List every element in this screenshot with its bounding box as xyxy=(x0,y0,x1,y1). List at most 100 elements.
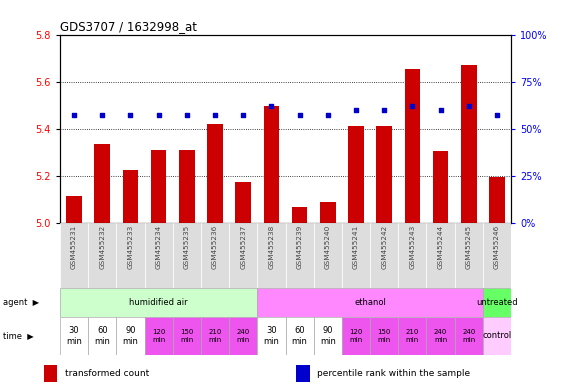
Text: ethanol: ethanol xyxy=(354,298,386,307)
Text: GSM455246: GSM455246 xyxy=(494,225,500,269)
Bar xyxy=(286,223,313,288)
Text: untreated: untreated xyxy=(476,298,518,307)
Bar xyxy=(405,69,420,223)
Text: percentile rank within the sample: percentile rank within the sample xyxy=(317,369,471,378)
Text: 240
min: 240 min xyxy=(236,329,250,343)
Text: time  ▶: time ▶ xyxy=(3,331,34,341)
Bar xyxy=(320,202,336,223)
Bar xyxy=(296,365,309,382)
Text: 210
min: 210 min xyxy=(405,329,419,343)
Text: 90
min: 90 min xyxy=(320,326,336,346)
Bar xyxy=(461,65,477,223)
Text: 150
min: 150 min xyxy=(180,329,194,343)
Bar xyxy=(258,288,483,317)
Bar xyxy=(144,223,173,288)
Text: GSM455242: GSM455242 xyxy=(381,225,387,269)
Text: GSM455237: GSM455237 xyxy=(240,225,246,269)
Bar xyxy=(151,150,166,223)
Text: 30
min: 30 min xyxy=(263,326,279,346)
Point xyxy=(295,113,304,119)
Text: 60
min: 60 min xyxy=(292,326,308,346)
Text: 60
min: 60 min xyxy=(94,326,110,346)
Text: GSM455234: GSM455234 xyxy=(156,225,162,269)
Bar xyxy=(370,223,399,288)
Text: GDS3707 / 1632998_at: GDS3707 / 1632998_at xyxy=(60,20,197,33)
Bar xyxy=(433,151,448,223)
Bar xyxy=(116,317,144,355)
Bar xyxy=(286,317,313,355)
Bar xyxy=(60,317,88,355)
Bar xyxy=(264,106,279,223)
Bar xyxy=(455,223,483,288)
Bar xyxy=(60,288,258,317)
Bar xyxy=(313,317,342,355)
Text: 240
min: 240 min xyxy=(462,329,476,343)
Text: 120
min: 120 min xyxy=(152,329,166,343)
Point xyxy=(70,113,79,119)
Text: GSM455233: GSM455233 xyxy=(127,225,134,269)
Bar xyxy=(342,223,370,288)
Point xyxy=(98,113,107,119)
Bar xyxy=(173,317,201,355)
Bar xyxy=(144,317,173,355)
Text: GSM455241: GSM455241 xyxy=(353,225,359,269)
Bar xyxy=(207,124,223,223)
Bar xyxy=(229,317,258,355)
Text: GSM455235: GSM455235 xyxy=(184,225,190,269)
Text: 30
min: 30 min xyxy=(66,326,82,346)
Bar xyxy=(427,223,455,288)
Bar xyxy=(399,317,427,355)
Bar xyxy=(88,317,116,355)
Point xyxy=(380,107,389,113)
Text: humidified air: humidified air xyxy=(129,298,188,307)
Bar xyxy=(483,317,511,355)
Point xyxy=(436,107,445,113)
Text: 90
min: 90 min xyxy=(123,326,138,346)
Text: GSM455243: GSM455243 xyxy=(409,225,415,269)
Point xyxy=(182,113,191,119)
Text: 150
min: 150 min xyxy=(377,329,391,343)
Bar xyxy=(179,150,195,223)
Bar xyxy=(348,126,364,223)
Bar xyxy=(376,126,392,223)
Bar xyxy=(201,223,229,288)
Text: control: control xyxy=(482,331,512,341)
Point xyxy=(323,113,332,119)
Text: 240
min: 240 min xyxy=(434,329,447,343)
Bar xyxy=(116,223,144,288)
Point xyxy=(464,103,473,109)
Text: GSM455238: GSM455238 xyxy=(268,225,275,269)
Point xyxy=(351,107,360,113)
Bar xyxy=(258,223,286,288)
Bar xyxy=(45,365,58,382)
Text: GSM455232: GSM455232 xyxy=(99,225,105,269)
Text: GSM455239: GSM455239 xyxy=(296,225,303,269)
Text: transformed count: transformed count xyxy=(65,369,150,378)
Text: GSM455236: GSM455236 xyxy=(212,225,218,269)
Bar xyxy=(201,317,229,355)
Bar xyxy=(313,223,342,288)
Text: GSM455240: GSM455240 xyxy=(325,225,331,269)
Bar xyxy=(88,223,116,288)
Bar xyxy=(60,223,88,288)
Point xyxy=(126,113,135,119)
Text: GSM455245: GSM455245 xyxy=(466,225,472,269)
Bar xyxy=(342,317,370,355)
Text: GSM455231: GSM455231 xyxy=(71,225,77,269)
Bar xyxy=(483,288,511,317)
Text: agent  ▶: agent ▶ xyxy=(3,298,39,307)
Bar xyxy=(427,317,455,355)
Bar xyxy=(173,223,201,288)
Point xyxy=(211,113,220,119)
Text: 210
min: 210 min xyxy=(208,329,222,343)
Bar xyxy=(483,223,511,288)
Point xyxy=(267,103,276,109)
Bar xyxy=(258,317,286,355)
Bar xyxy=(123,170,138,223)
Bar xyxy=(66,196,82,223)
Point xyxy=(154,113,163,119)
Text: 120
min: 120 min xyxy=(349,329,363,343)
Point xyxy=(492,113,501,119)
Bar xyxy=(229,223,258,288)
Bar xyxy=(489,177,505,223)
